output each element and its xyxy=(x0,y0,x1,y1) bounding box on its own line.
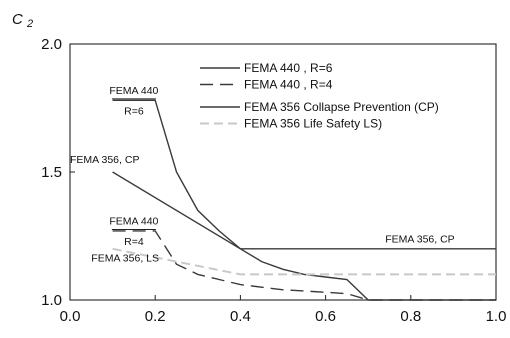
legend: FEMA 440 , R=6 FEMA 440 , R=4 FEMA 356 Col… xyxy=(200,61,439,131)
y-tick-label: 1.0 xyxy=(41,292,62,309)
series-line-1 xyxy=(112,99,496,301)
y-tick-label: 1.5 xyxy=(41,164,62,181)
x-tick-label: 0.0 xyxy=(60,308,81,325)
y-axis-label-subscript: 2 xyxy=(26,18,33,30)
legend-label-4: FEMA 356 Life Safety LS) xyxy=(244,117,382,131)
y-axis-label: C 2 xyxy=(12,11,33,30)
x-tick-label: 0.4 xyxy=(230,308,251,325)
annotation-layer: FEMA 440 R=6 FEMA 356, CP FEMA 440 R=4 FEMA 3… xyxy=(70,85,455,265)
x-tick-label: 0.2 xyxy=(145,308,166,325)
annotation-label: FEMA 440 xyxy=(109,215,158,227)
series-line-3 xyxy=(112,171,496,250)
annotation-label: FEMA 440 xyxy=(109,85,158,97)
x-tick-label: 0.8 xyxy=(400,308,421,325)
series-line-2 xyxy=(112,230,496,301)
annotation-label: FEMA 356, CP xyxy=(70,154,139,166)
axis-ticks: 0.0 0.2 0.4 0.6 0.8 1.0 1.0 1.5 2.0 xyxy=(41,36,506,325)
y-tick-label: 2.0 xyxy=(41,36,62,53)
y-axis-label-main: C xyxy=(12,11,23,28)
x-tick-label: 1.0 xyxy=(486,308,507,325)
series-layer xyxy=(112,99,496,301)
annotation-label: FEMA 356, LS xyxy=(91,253,159,265)
legend-label-1: FEMA 440 , R=6 xyxy=(244,61,333,75)
x-tick-label: 0.6 xyxy=(315,308,336,325)
legend-label-2: FEMA 440 , R=4 xyxy=(244,78,333,92)
annotation-label: R=6 xyxy=(124,105,144,117)
series-line-4 xyxy=(112,247,496,276)
annotation-label: FEMA 356, CP xyxy=(385,233,454,245)
legend-label-3: FEMA 356 Collapse Prevention (CP) xyxy=(244,100,439,114)
annotation-label: R=4 xyxy=(124,236,144,248)
